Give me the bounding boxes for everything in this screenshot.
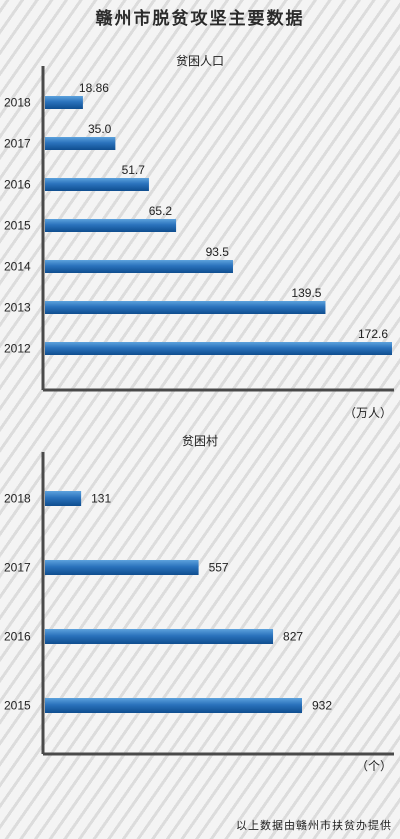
value-label-2017: 557 (209, 561, 229, 575)
population-chart-title: 贫困人口 (175, 54, 224, 68)
villages-chart-title: 贫困村 (181, 434, 218, 448)
bar-2012 (45, 342, 392, 355)
population-unit-label: （万人） (343, 406, 392, 420)
bar-2013 (45, 301, 326, 314)
category-label-2018: 2018 (4, 492, 31, 506)
villages-unit-label: （个） (355, 759, 392, 773)
bar-2014 (45, 260, 233, 273)
bar-2017 (45, 560, 199, 575)
category-label-2013: 2013 (4, 301, 31, 315)
main-title: 赣州市脱贫攻坚主要数据 (95, 9, 305, 29)
bar-2017 (45, 137, 116, 150)
data-source-note: 以上数据由赣州市扶贫办提供 (236, 819, 392, 832)
category-label-2018: 2018 (4, 96, 31, 110)
bar-2015 (45, 219, 177, 232)
value-label-2013: 139.5 (291, 286, 321, 300)
bar-2015 (45, 698, 302, 713)
value-label-2014: 93.5 (206, 245, 230, 259)
value-label-2016: 827 (283, 630, 303, 644)
bar-2016 (45, 629, 274, 644)
value-label-2012: 172.6 (358, 327, 388, 341)
bar-2018 (45, 491, 82, 506)
bar-2016 (45, 178, 149, 191)
category-label-2015: 2015 (4, 699, 31, 713)
category-label-2012: 2012 (4, 342, 31, 356)
category-label-2014: 2014 (4, 260, 31, 274)
category-label-2016: 2016 (4, 630, 31, 644)
value-label-2016: 51.7 (122, 163, 146, 177)
value-label-2015: 65.2 (149, 204, 173, 218)
value-label-2017: 35.0 (88, 122, 112, 136)
value-label-2018: 131 (91, 492, 111, 506)
category-label-2015: 2015 (4, 219, 31, 233)
category-label-2017: 2017 (4, 137, 31, 151)
category-label-2016: 2016 (4, 178, 31, 192)
poor-population-bar-chart: 2018 18.86 2017 35.0 2016 51.7 2015 65.2 2014 93.… (4, 66, 394, 392)
poor-villages-bar-chart: 2018 131 2017 557 2016 827 2015 932 (4, 452, 394, 756)
value-label-2015: 932 (312, 699, 332, 713)
value-label-2018: 18.86 (79, 81, 109, 95)
category-label-2017: 2017 (4, 561, 31, 575)
bar-2018 (45, 96, 83, 109)
